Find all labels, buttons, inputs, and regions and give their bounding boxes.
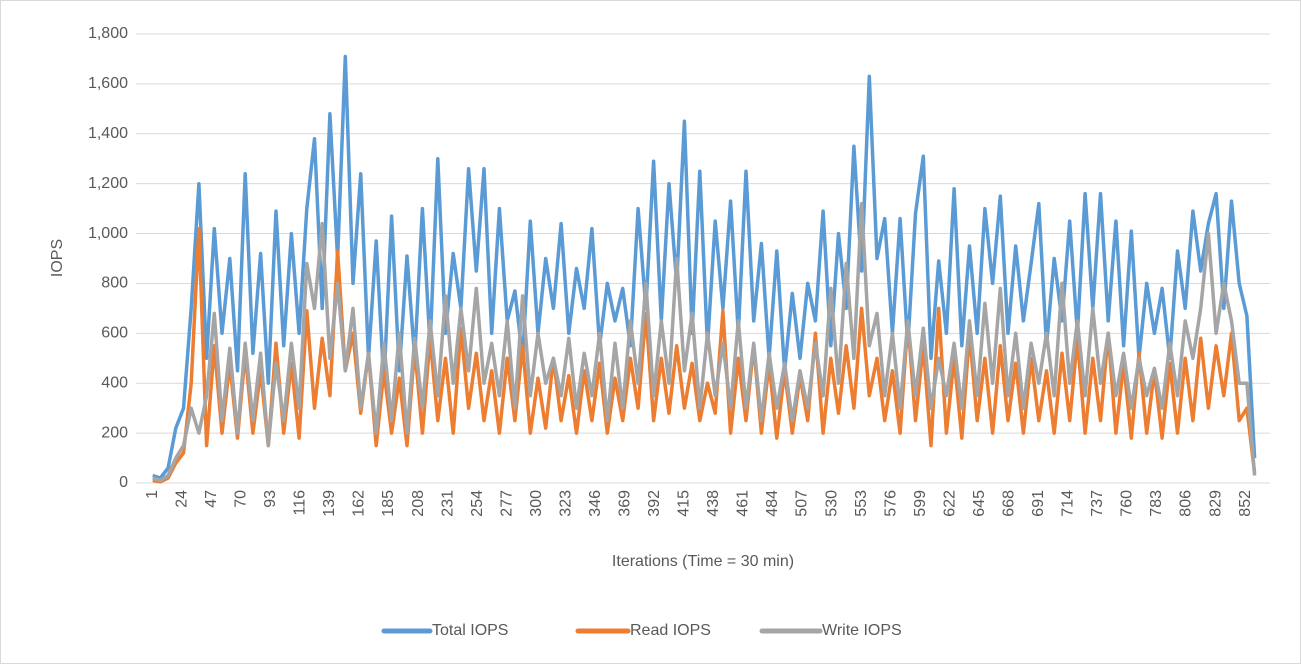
- x-tick-label: 622: [941, 490, 958, 517]
- x-tick-label: 691: [1030, 490, 1047, 517]
- y-tick-label: 1,000: [88, 225, 128, 242]
- x-axis-label: Iterations (Time = 30 min): [612, 553, 794, 570]
- x-tick-label: 530: [823, 490, 840, 517]
- x-tick-label: 484: [764, 490, 781, 517]
- y-tick-label: 1,400: [88, 125, 128, 142]
- y-tick-label: 800: [101, 275, 128, 292]
- x-tick-label: 852: [1237, 490, 1254, 517]
- x-tick-label: 737: [1089, 490, 1106, 517]
- y-tick-label: 1,800: [88, 25, 128, 42]
- x-tick-label: 93: [262, 490, 279, 508]
- x-tick-label: 645: [971, 490, 988, 517]
- legend-label: Write IOPS: [822, 622, 902, 639]
- x-tick-label: 760: [1119, 490, 1136, 517]
- y-tick-label: 1,600: [88, 75, 128, 92]
- x-tick-label: 553: [853, 490, 870, 517]
- x-tick-label: 392: [646, 490, 663, 517]
- x-tick-label: 323: [557, 490, 574, 517]
- x-tick-label: 576: [882, 490, 899, 517]
- x-tick-label: 438: [705, 490, 722, 517]
- x-tick-label: 254: [469, 490, 486, 517]
- x-tick-label: 783: [1148, 490, 1165, 517]
- x-tick-label: 162: [351, 490, 368, 517]
- x-tick-label: 668: [1001, 490, 1018, 517]
- x-tick-label: 507: [794, 490, 811, 517]
- x-tick-label: 346: [587, 490, 604, 517]
- x-tick-label: 300: [528, 490, 545, 517]
- x-tick-label: 139: [321, 490, 338, 517]
- x-tick-label: 116: [292, 490, 309, 516]
- x-tick-label: 806: [1178, 490, 1195, 517]
- x-tick-label: 24: [173, 490, 190, 508]
- x-tick-label: 208: [410, 490, 427, 517]
- x-tick-label: 461: [735, 490, 752, 517]
- x-tick-label: 415: [676, 490, 693, 517]
- legend-label: Read IOPS: [630, 622, 711, 639]
- x-tick-label: 369: [617, 490, 634, 517]
- x-tick-label: 829: [1207, 490, 1224, 517]
- x-tick-label: 185: [380, 490, 397, 517]
- x-tick-label: 47: [203, 490, 220, 508]
- y-tick-label: 1,200: [88, 175, 128, 192]
- x-tick-label: 231: [439, 490, 456, 517]
- x-tick-label: 599: [912, 490, 929, 517]
- x-tick-label: 70: [233, 490, 250, 508]
- y-tick-label: 400: [101, 374, 128, 391]
- x-tick-label: 714: [1060, 490, 1077, 517]
- series-line: [152, 201, 1257, 483]
- y-tick-label: 600: [101, 325, 128, 342]
- series-line: [152, 54, 1257, 480]
- x-tick-label: 277: [498, 490, 515, 517]
- series-line: [152, 226, 1257, 484]
- y-axis-label: IOPS: [49, 239, 66, 277]
- x-tick-label: 1: [144, 490, 161, 499]
- y-tick-label: 0: [119, 474, 128, 491]
- y-tick-label: 200: [101, 424, 128, 441]
- legend-label: Total IOPS: [432, 622, 508, 639]
